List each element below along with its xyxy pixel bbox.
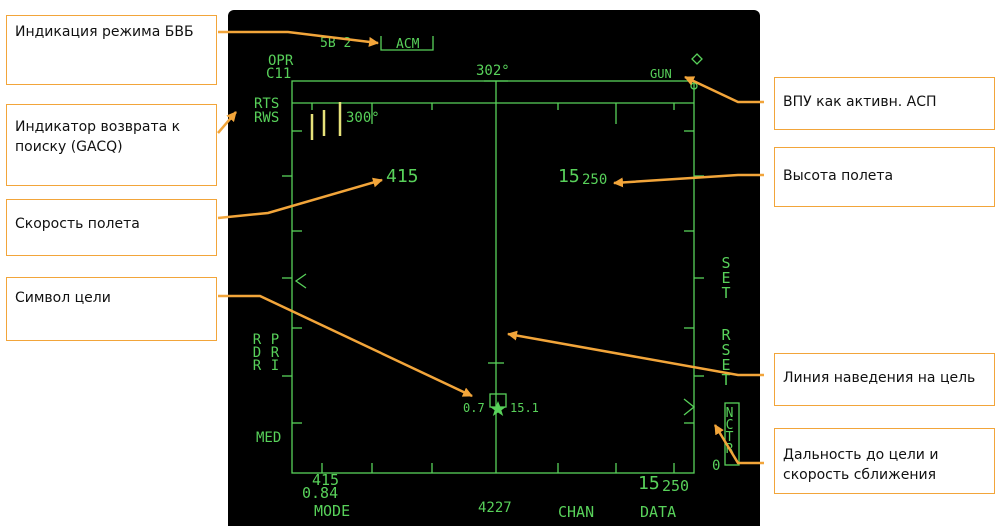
callout-airspeed: Скорость полета: [6, 199, 217, 256]
rset-label[interactable]: RSET: [717, 326, 735, 386]
bottom-altitude-big: 15: [638, 473, 660, 494]
acm-bracket: [380, 36, 434, 51]
c11-label: C11: [266, 66, 292, 82]
altitude-readout-small: 250: [582, 172, 608, 188]
data-button[interactable]: DATA: [640, 503, 677, 521]
bottom-mach: 0.84: [302, 484, 339, 502]
bottom-altitude-small: 250: [662, 477, 690, 495]
acm-label: ACM: [396, 37, 420, 52]
mfd-screen: 5B 2 ACM OPR C11 302° GUN RTS RWS 300° 4…: [228, 10, 760, 526]
callout-altitude: Высота полета: [774, 147, 995, 207]
heading-select: 300°: [346, 110, 380, 126]
callout-target-symbol: Символ цели: [6, 277, 217, 341]
target-closure: 15.1: [510, 401, 539, 415]
airspeed-readout: 415: [386, 166, 419, 187]
rts-label[interactable]: RTS: [254, 96, 280, 112]
target-range: 0.7: [463, 401, 485, 415]
diamond-icon: [691, 53, 703, 65]
mode-button[interactable]: MODE: [314, 502, 351, 520]
rdr-label[interactable]: RDR: [249, 332, 265, 371]
heading-top: 302°: [476, 63, 510, 79]
nctr-label[interactable]: NCTR: [722, 406, 737, 454]
zero-label: 0: [712, 458, 721, 474]
mode-indicator: 5B 2: [320, 36, 352, 51]
opr-label: OPR: [268, 53, 294, 69]
altitude-readout-big: 15: [558, 166, 580, 187]
chan-button[interactable]: CHAN: [558, 503, 595, 521]
pb-4227-label[interactable]: 4227: [478, 500, 512, 516]
callout-gacq: Индикатор возврата к поиску (GACQ): [6, 104, 217, 186]
callout-aam-mode: Индикация режима БВБ: [6, 15, 217, 85]
callout-gun-active: ВПУ как активн. АСП: [774, 77, 995, 130]
set-label[interactable]: SET: [717, 254, 735, 299]
pri-label[interactable]: PRI: [267, 332, 283, 371]
bottom-speed: 415: [312, 471, 340, 489]
azimuth-caret-left: [294, 273, 307, 289]
target-star-icon: [489, 401, 507, 416]
callout-steering-line: Линия наведения на цель: [774, 353, 995, 406]
rws-label[interactable]: RWS: [254, 110, 280, 126]
med-label[interactable]: MED: [256, 430, 282, 446]
radar-grid: [282, 36, 740, 474]
radar-scope-frame: [291, 80, 695, 474]
azimuth-caret-right: [683, 398, 696, 416]
callout-range-closure: Дальность до цели и скорость сближения: [774, 428, 995, 494]
weapon-label: GUN: [650, 67, 672, 81]
